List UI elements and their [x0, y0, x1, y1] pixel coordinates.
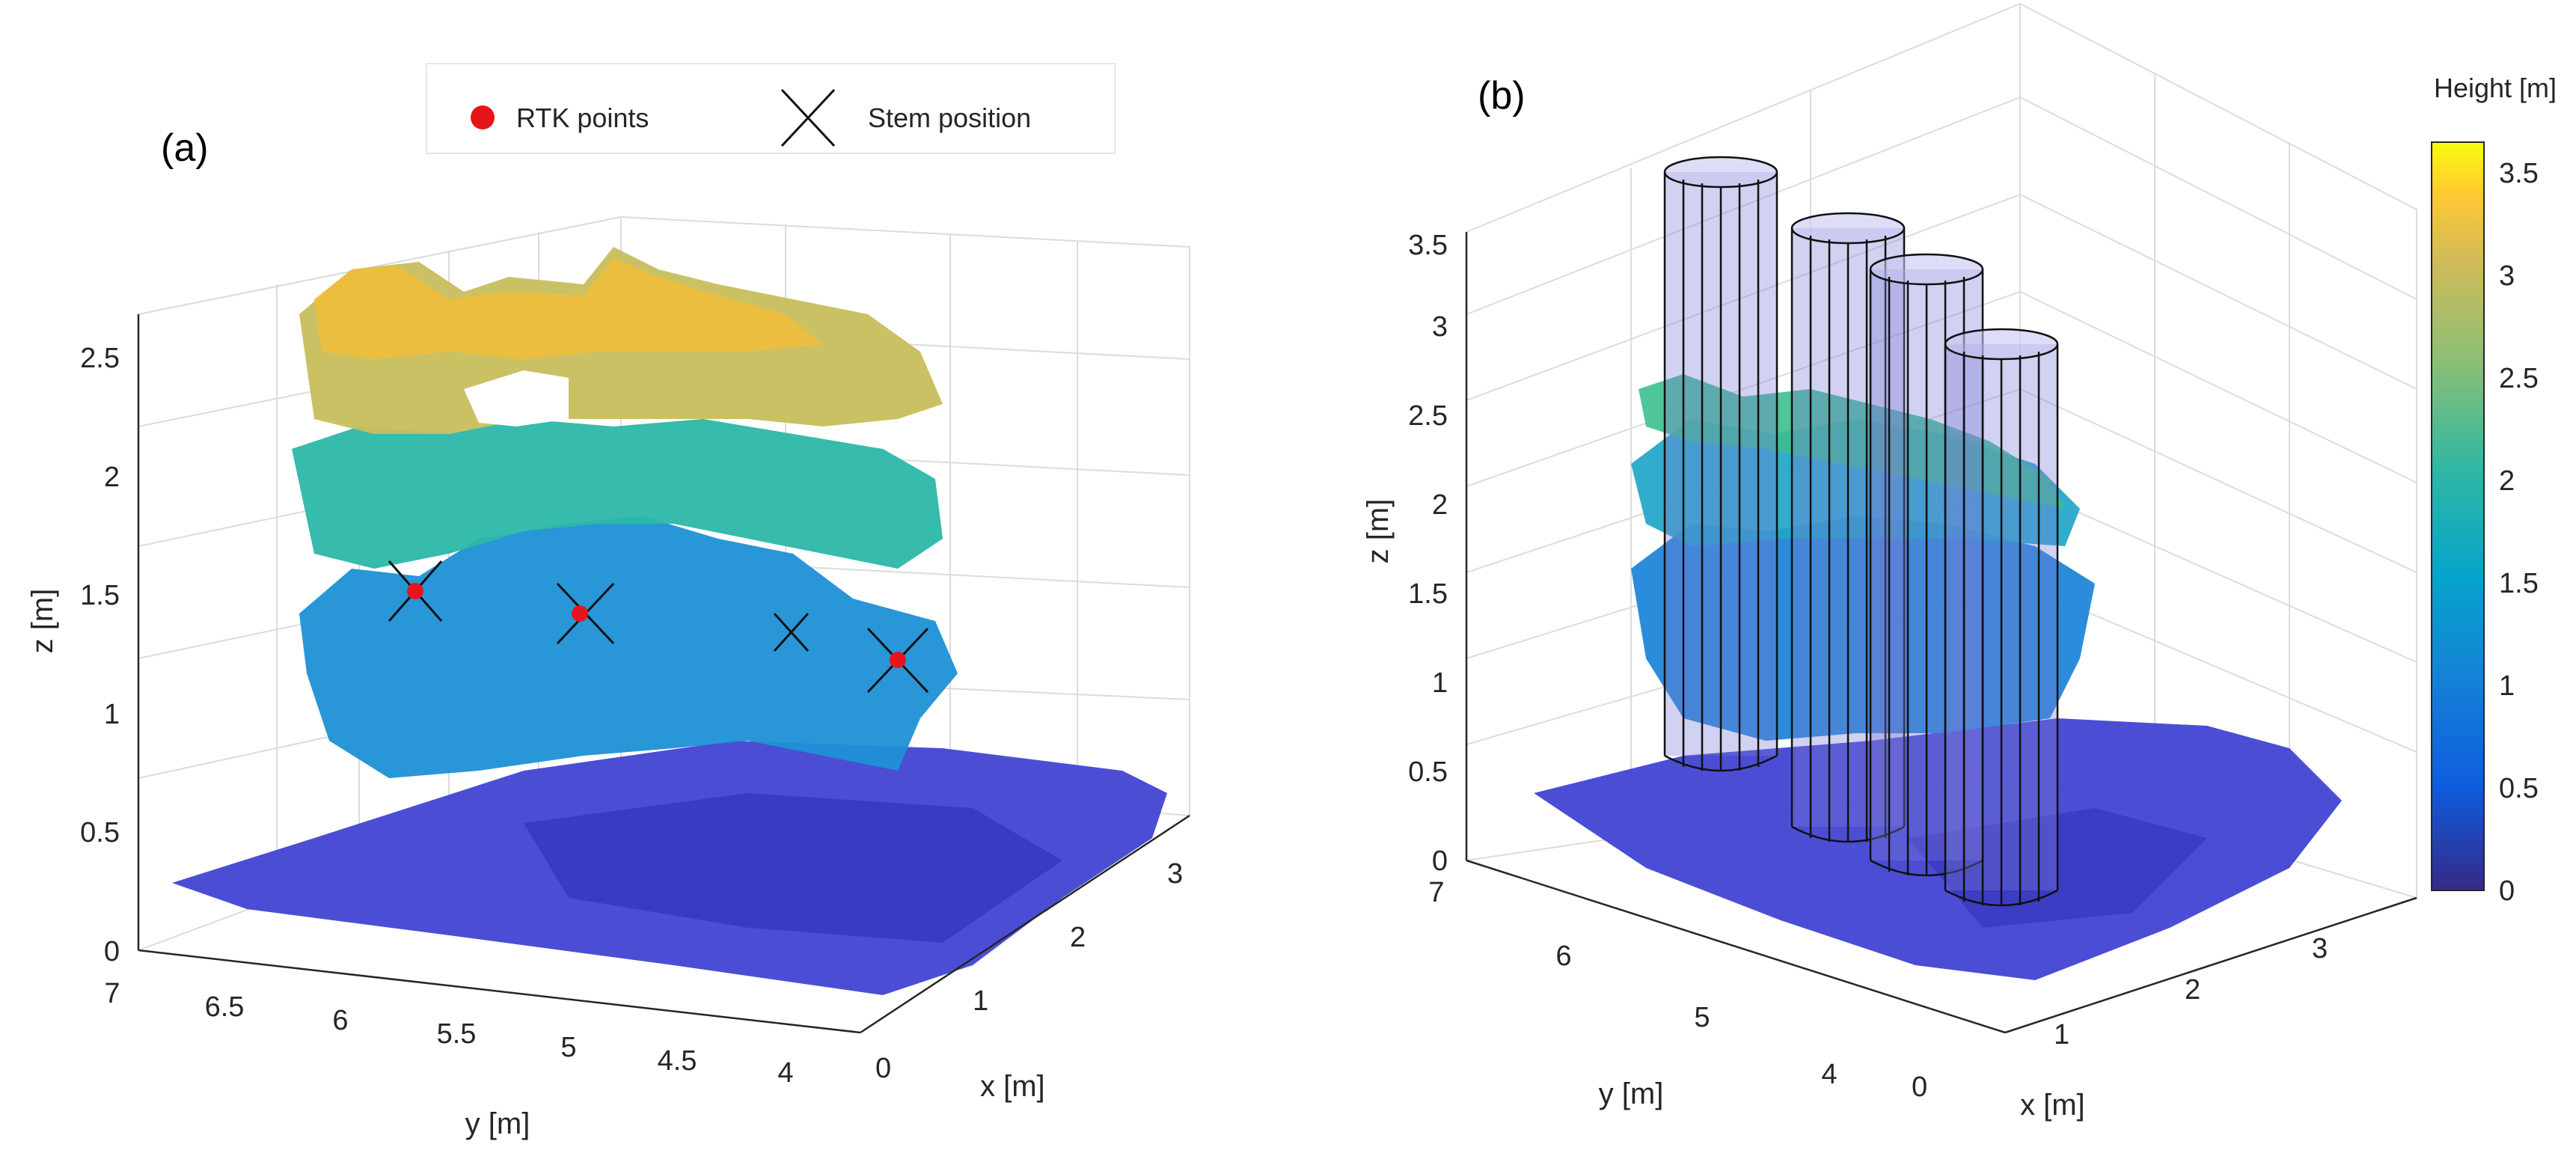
panel-b-axes — [1465, 232, 2417, 1034]
y-tick: 6 — [332, 1005, 348, 1036]
colorbar-title: Height [m] — [2434, 73, 2557, 103]
legend-stem-marker — [780, 88, 836, 147]
z-tick: 3.5 — [1408, 230, 1448, 261]
colorbar-ticks: 0 0.5 1 1.5 2 2.5 3 3.5 — [2499, 158, 2539, 907]
panel-a-y-label: y [m] — [465, 1107, 530, 1140]
x-tick: 1 — [2054, 1019, 2069, 1051]
y-tick: 7 — [104, 978, 120, 1009]
legend-rtk-label: RTK points — [516, 103, 649, 133]
cylinder-4 — [1944, 328, 2059, 907]
z-tick: 2 — [1432, 489, 1448, 521]
panel-a-label: (a) — [161, 126, 209, 170]
y-tick: 6.5 — [205, 991, 245, 1023]
panel-b-point-cloud — [1534, 374, 2342, 980]
panel-a-y-ticks: 7 6.5 6 5.5 5 4.5 4 — [104, 978, 793, 1089]
z-tick: 3 — [1432, 311, 1448, 343]
panel-a-point-cloud — [172, 247, 1167, 995]
legend-stem-label: Stem position — [868, 103, 1031, 133]
z-tick: 1 — [1432, 667, 1448, 699]
panel-b-x-axis — [2004, 896, 2417, 1034]
panel-a-markers — [388, 560, 929, 694]
panel-b-x-ticks: 0 1 2 3 — [1912, 933, 2328, 1103]
panel-a-top-canopy — [314, 258, 823, 359]
x-tick: 2 — [1070, 922, 1086, 953]
rtk-point — [890, 652, 906, 668]
panel-b-z-label: z [m] — [1362, 499, 1395, 564]
y-tick: 5 — [1694, 1002, 1710, 1033]
colorbar-tick: 2.5 — [2499, 363, 2539, 394]
z-tick: 2.5 — [80, 343, 120, 374]
legend-rtk-marker — [471, 105, 495, 129]
x-tick: 3 — [1167, 858, 1183, 890]
panel-a-x-axis — [860, 814, 1190, 1034]
panel-a-y-axis — [138, 949, 861, 1034]
z-tick: 0 — [104, 936, 120, 967]
y-tick: 4.5 — [658, 1045, 697, 1077]
z-tick: 0.5 — [1408, 756, 1448, 788]
legend-box — [426, 63, 1116, 154]
panel-b: 0 0.5 1 1.5 2 2.5 3 3.5 z [m] 7 6 5 4 y … — [1362, 2, 2557, 1122]
y-tick: 5.5 — [437, 1018, 477, 1050]
colorbar-gradient — [2431, 141, 2485, 891]
cylinder-2 — [1790, 212, 1906, 843]
rtk-point — [572, 605, 588, 622]
colorbar-tick: 1.5 — [2499, 568, 2539, 599]
panel-b-cylinders — [1663, 156, 2059, 907]
colorbar-tick: 3 — [2499, 260, 2515, 292]
z-tick: 2.5 — [1408, 400, 1448, 432]
panel-b-y-axis — [1466, 859, 2006, 1034]
z-tick: 2 — [104, 462, 120, 493]
panel-a-mid-canopy — [292, 419, 943, 569]
x-tick: 1 — [973, 985, 988, 1017]
z-tick: 0 — [1432, 845, 1448, 877]
z-tick: 0.5 — [80, 817, 120, 848]
colorbar-tick: 0 — [2499, 875, 2515, 907]
y-tick: 4 — [777, 1057, 793, 1089]
panel-b-y-label: y [m] — [1599, 1077, 1664, 1110]
x-tick: 0 — [1912, 1071, 1927, 1103]
panel-b-z-ticks: 0 0.5 1 1.5 2 2.5 3 3.5 — [1408, 230, 1448, 877]
z-tick: 1 — [104, 699, 120, 730]
colorbar-tick: 2 — [2499, 465, 2515, 497]
panel-a-x-ticks: 0 1 2 3 — [875, 858, 1183, 1084]
z-tick: 1.5 — [80, 580, 120, 611]
z-tick: 1.5 — [1408, 578, 1448, 610]
panel-a-z-ticks: 0 0.5 1 1.5 2 2.5 — [80, 343, 120, 967]
panel-b-x-label: x [m] — [2020, 1089, 2085, 1122]
panel-b-lower-canopy — [1631, 516, 2095, 741]
panel-b-label: (b) — [1478, 74, 1526, 117]
rtk-point — [407, 583, 423, 599]
panel-b-colorbar: Height [m] 0 0.5 1 1.5 2 2.5 3 3.5 — [2431, 73, 2557, 907]
panel-a-gap — [464, 370, 569, 426]
colorbar-tick: 1 — [2499, 670, 2515, 702]
stem-position-marker — [773, 612, 810, 652]
panel-b-upper-canopy — [1639, 374, 2065, 509]
x-tick: 3 — [2312, 933, 2328, 964]
cylinder-1 — [1663, 156, 1778, 772]
panel-a-lower-canopy — [299, 516, 958, 778]
y-tick: 5 — [560, 1032, 576, 1063]
panel-a: 0 0.5 1 1.5 2 2.5 z [m] 7 6.5 6 5.5 5 4.… — [26, 63, 1190, 1140]
y-tick: 6 — [1555, 941, 1571, 972]
y-tick: 7 — [1428, 877, 1444, 908]
colorbar-tick: 0.5 — [2499, 773, 2539, 804]
panel-a-legend: RTK points Stem position — [426, 63, 1116, 154]
panel-a-ground-shade — [524, 793, 1062, 943]
x-tick: 0 — [875, 1053, 891, 1084]
y-tick: 4 — [1821, 1059, 1837, 1090]
panel-a-z-label: z [m] — [26, 589, 59, 654]
panel-b-y-ticks: 7 6 5 4 — [1428, 877, 1837, 1090]
panel-a-x-label: x [m] — [980, 1070, 1045, 1103]
colorbar-tick: 3.5 — [2499, 158, 2539, 189]
panel-a-axes — [137, 314, 1190, 1034]
x-tick: 2 — [2185, 974, 2200, 1006]
